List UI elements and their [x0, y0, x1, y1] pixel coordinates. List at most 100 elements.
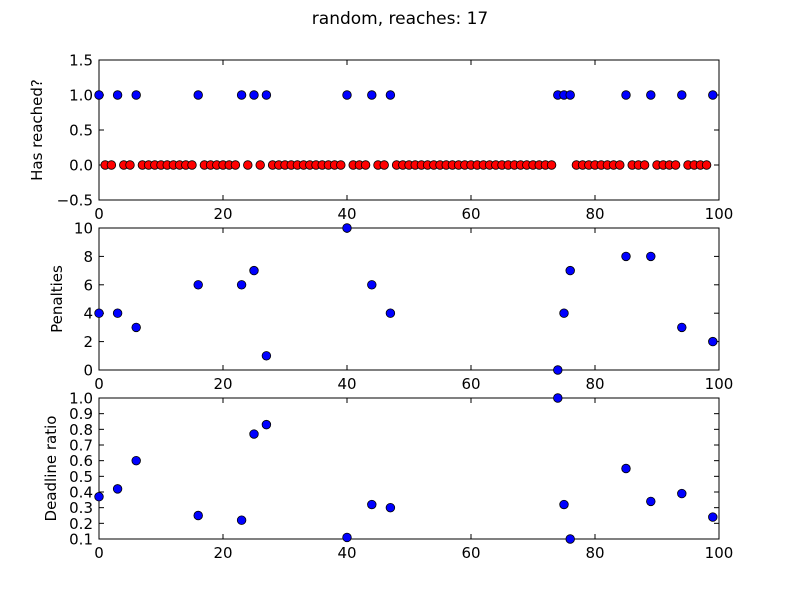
- has-reached-point: [94, 90, 104, 100]
- penalties-point: [553, 365, 563, 375]
- has-reached-point: [106, 160, 117, 170]
- has-reached-point: [639, 160, 650, 170]
- deadline-ratio-ytick-label: 0.3: [69, 499, 93, 517]
- penalties-ytick-label: 2: [83, 333, 93, 351]
- has-reached-point: [249, 90, 259, 100]
- deadline-ratio-point: [385, 502, 396, 513]
- deadline-ratio-point: [94, 492, 104, 502]
- has-reached-point: [360, 160, 371, 170]
- deadline-ratio-point: [646, 496, 656, 507]
- has-reached-point: [261, 90, 272, 100]
- has-reached-xtick-label: 60: [461, 205, 480, 223]
- penalties-point: [261, 351, 272, 361]
- has-reached-ytick-label: 1.0: [69, 87, 93, 105]
- deadline-ratio-point: [708, 512, 718, 522]
- has-reached-point: [187, 160, 197, 170]
- figure-title: random, reaches: 17: [311, 9, 489, 29]
- deadline-ratio-point: [131, 455, 141, 466]
- has-reached-point: [255, 160, 265, 170]
- penalties-frame: [98, 227, 720, 371]
- has-reached-point: [379, 160, 389, 170]
- has-reached-ytick-label: 1.5: [69, 52, 93, 70]
- deadline-ratio-point: [677, 488, 687, 499]
- has-reached-xtick-label: 80: [585, 205, 604, 223]
- penalties-xtick-label: 60: [461, 375, 480, 393]
- deadline-ratio-point: [112, 484, 123, 494]
- penalties-point: [131, 322, 141, 333]
- penalties-point: [677, 322, 687, 333]
- penalties-point: [249, 265, 259, 276]
- has-reached-xtick-label: 40: [337, 205, 356, 223]
- has-reached-point: [670, 160, 681, 170]
- penalties-ytick-label: 4: [83, 305, 93, 323]
- deadline-ratio-ytick-label: 0.1: [69, 531, 93, 549]
- deadline-ratio-point: [236, 515, 247, 525]
- penalties-point: [342, 223, 352, 233]
- has-reached-point: [565, 90, 575, 100]
- deadline-ratio-point: [261, 419, 272, 430]
- has-reached-point: [336, 160, 346, 170]
- has-reached-point: [621, 90, 631, 100]
- penalties-point: [646, 251, 656, 262]
- deadline-ratio-point: [249, 429, 259, 439]
- has-reached-point: [701, 160, 712, 170]
- has-reached-xtick-label: 100: [705, 205, 734, 223]
- penalties-point: [621, 251, 631, 262]
- penalties-point: [236, 280, 247, 290]
- has-reached-point: [646, 90, 656, 100]
- deadline-ratio-ytick-label: 0.6: [69, 452, 93, 470]
- penalties-point: [559, 308, 569, 318]
- deadline-ratio-ytick-label: 0.2: [69, 515, 93, 533]
- deadline-ratio-xtick-label: 100: [705, 544, 734, 562]
- axes-has-reached: 0 20 40 60 80 100 −0.5 0.0 0.5 1.0 1.5 Has reached?: [28, 52, 733, 224]
- has-reached-point: [193, 90, 203, 100]
- has-reached-ytick-label: 0.5: [69, 122, 93, 140]
- penalties-xtick-label: 80: [585, 375, 604, 393]
- has-reached-ytick-label: −0.5: [57, 192, 93, 210]
- has-reached-xtick-label: 0: [94, 205, 104, 223]
- penalties-point: [385, 308, 396, 318]
- penalties-xtick-label: 100: [705, 375, 734, 393]
- penalties-point: [565, 265, 575, 276]
- has-reached-xtick-label: 20: [213, 205, 232, 223]
- deadline-ratio-point: [553, 393, 563, 403]
- deadline-ratio-point: [193, 510, 203, 521]
- penalties-point: [367, 280, 377, 290]
- deadline-ratio-ytick-label: 0.8: [69, 421, 93, 439]
- penalties-ytick-label: 10: [74, 220, 93, 238]
- deadline-ratio-ytick-label: 1.0: [69, 390, 93, 408]
- penalties-ytick-label: 0: [83, 362, 93, 380]
- deadline-ratio-point: [621, 463, 631, 474]
- penalties-point: [112, 308, 123, 318]
- penalties-point: [708, 336, 718, 347]
- deadline-ratio-point: [367, 499, 377, 510]
- penalties-ylabel: Penalties: [48, 265, 66, 333]
- has-reached-point: [236, 90, 247, 100]
- has-reached-ytick-label: 0.0: [69, 157, 93, 175]
- has-reached-point: [230, 160, 241, 170]
- has-reached-point: [615, 160, 625, 170]
- has-reached-ylabel: Has reached?: [28, 79, 46, 181]
- has-reached-point: [243, 160, 253, 170]
- deadline-ratio-xtick-label: 0: [94, 544, 104, 562]
- penalties-xtick-label: 0: [94, 375, 104, 393]
- deadline-ratio-xtick-label: 20: [213, 544, 232, 562]
- deadline-ratio-ylabel: Deadline ratio: [42, 416, 60, 522]
- deadline-ratio-ytick-label: 0.5: [69, 468, 93, 486]
- deadline-ratio-ytick-label: 0.7: [69, 437, 93, 455]
- deadline-ratio-frame: [98, 397, 720, 540]
- has-reached-point: [131, 90, 141, 100]
- has-reached-point: [546, 160, 557, 170]
- has-reached-point: [342, 90, 352, 100]
- axes-deadline-ratio: 0 20 40 60 80 100 0.10.20.30.40.50.60.70.80.91…: [42, 390, 733, 563]
- penalties-ytick-label: 6: [83, 276, 93, 294]
- axes-penalties: 0 20 40 60 80 100 0 2 4 6 8 10 Penalties: [48, 220, 733, 394]
- penalties-ytick-label: 8: [83, 248, 93, 266]
- penalties-point: [94, 308, 104, 318]
- has-reached-point: [112, 90, 123, 100]
- penalties-point: [193, 280, 203, 290]
- has-reached-point: [367, 90, 377, 100]
- deadline-ratio-xtick-label: 40: [337, 544, 356, 562]
